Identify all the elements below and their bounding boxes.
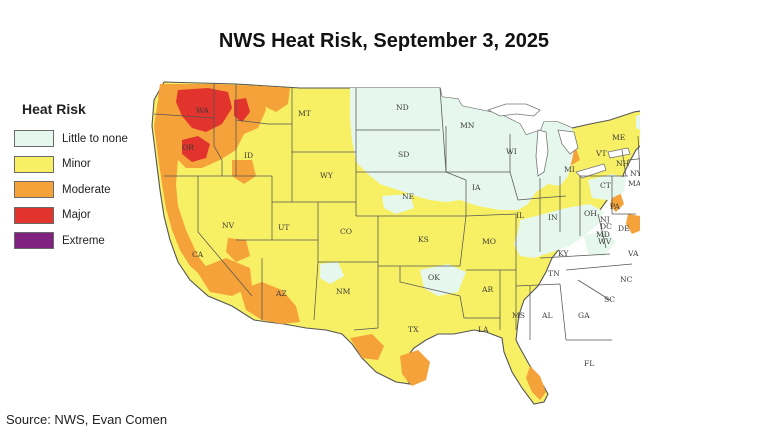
state-label-va: VA — [627, 249, 639, 258]
state-label-nj: NJ — [600, 215, 610, 224]
state-label-pa: PA — [610, 202, 620, 211]
state-label-nd: ND — [396, 103, 409, 112]
legend-swatch — [14, 181, 54, 199]
state-label-dc: DC — [600, 222, 612, 231]
legend-swatch — [14, 155, 54, 173]
state-label-mn: MN — [460, 121, 475, 130]
lake-huron — [557, 129, 579, 155]
legend-title: Heat Risk — [22, 101, 86, 117]
state-label-ms: MS — [512, 311, 525, 320]
state-label-wi: WI — [506, 147, 517, 156]
state-label-id: ID — [244, 151, 253, 160]
state-label-or: OR — [182, 143, 194, 152]
state-label-de: DE — [618, 224, 630, 233]
zone-little-appalachia — [584, 230, 616, 256]
zone-moderate-idaho-south — [232, 160, 256, 184]
legend: Heat Risk Little to none Minor Moderate … — [14, 101, 128, 254]
state-label-mi: MI — [564, 165, 575, 174]
legend-item-little-to-none: Little to none — [14, 126, 128, 152]
legend-item-extreme: Extreme — [14, 228, 128, 254]
legend-item-major: Major — [14, 203, 128, 229]
state-label-ok: OK — [428, 273, 440, 282]
zone-moderate-nevada-south — [226, 238, 250, 262]
state-label-me: ME — [612, 133, 625, 142]
state-label-ut: UT — [278, 223, 289, 232]
state-label-ca: CA — [192, 250, 204, 259]
state-label-nv: NV — [222, 221, 235, 230]
state-label-md: MD — [596, 230, 610, 239]
state-label-mo: MO — [482, 237, 496, 246]
state-label-ks: KS — [418, 235, 429, 244]
zone-moderate-west-coast — [154, 100, 210, 278]
state-labels: WA OR CA ID NV MT WY UT AZ CO NM ND SD N… — [182, 103, 640, 368]
legend-label: Minor — [62, 158, 91, 171]
state-label-wy: WY — [320, 171, 334, 180]
state-label-tx: TX — [408, 325, 419, 334]
zone-major-idaho — [234, 98, 250, 122]
legend-label: Major — [62, 209, 91, 222]
zone-moderate-south-texas — [400, 350, 430, 386]
zone-moderate-montana — [262, 86, 290, 112]
state-label-in: IN — [548, 213, 558, 222]
zone-moderate-texas-big-bend — [350, 334, 384, 360]
legend-label: Moderate — [62, 183, 111, 196]
state-label-ia: IA — [472, 183, 481, 192]
legend-swatch — [14, 130, 54, 148]
state-label-sc: SC — [604, 295, 615, 304]
zone-little-north-central — [350, 88, 576, 210]
state-label-nm: NM — [336, 287, 351, 296]
legend-swatch — [14, 232, 54, 250]
map-title: NWS Heat Risk, September 3, 2025 — [218, 30, 550, 52]
state-label-ga: GA — [578, 311, 590, 320]
lake-ontario — [607, 147, 631, 159]
state-label-ct: CT — [600, 181, 611, 190]
zone-little-nebraska — [382, 194, 414, 214]
zone-major-oregon — [182, 136, 210, 162]
zone-little-oklahoma — [420, 264, 466, 296]
state-label-ma: MA — [628, 179, 640, 188]
us-heat-risk-map: WA OR CA ID NV MT WY UT AZ CO NM ND SD N… — [151, 81, 640, 405]
state-label-fl: FL — [584, 359, 594, 368]
legend-label: Little to none — [62, 132, 128, 145]
lake-superior — [486, 103, 541, 117]
legend-swatch — [14, 206, 54, 224]
state-label-mt: MT — [298, 109, 311, 118]
state-label-ne: NE — [402, 192, 414, 201]
zone-moderate-maryland — [626, 214, 640, 234]
state-label-sd: SD — [398, 150, 409, 159]
state-label-nc: NC — [620, 275, 633, 284]
legend-item-moderate: Moderate — [14, 177, 128, 203]
state-borders — [153, 84, 640, 341]
zone-moderate-arizona — [240, 282, 300, 324]
legend-label: Extreme — [62, 234, 105, 247]
state-label-ny: NY — [630, 169, 640, 178]
state-label-al: AL — [541, 311, 553, 320]
zone-little-ohio-valley — [514, 204, 604, 258]
zone-moderate-southern-california — [196, 258, 252, 296]
zone-little-maine-north — [636, 114, 640, 130]
state-label-wv: WV — [598, 237, 612, 246]
state-label-wa: WA — [196, 106, 209, 115]
state-label-ar: AR — [481, 285, 493, 294]
lake-michigan — [535, 129, 549, 177]
state-label-ky: KY — [558, 249, 569, 258]
state-label-vt: VT — [595, 149, 607, 158]
zone-major-washington — [176, 88, 232, 132]
zone-little-pennsylvania — [588, 174, 626, 200]
source-note: Source: NWS, Evan Comen — [6, 412, 168, 427]
legend-item-minor: Minor — [14, 152, 128, 178]
zone-little-new-mexico — [320, 262, 344, 284]
state-label-oh: OH — [584, 209, 597, 218]
state-label-la: LA — [478, 325, 489, 334]
state-label-tn: TN — [548, 269, 560, 278]
state-label-nh: NH — [616, 159, 630, 168]
state-label-az: AZ — [275, 289, 287, 298]
state-label-il: IL — [516, 211, 524, 220]
zone-moderate-florida — [526, 366, 546, 400]
state-label-co: CO — [340, 227, 352, 236]
